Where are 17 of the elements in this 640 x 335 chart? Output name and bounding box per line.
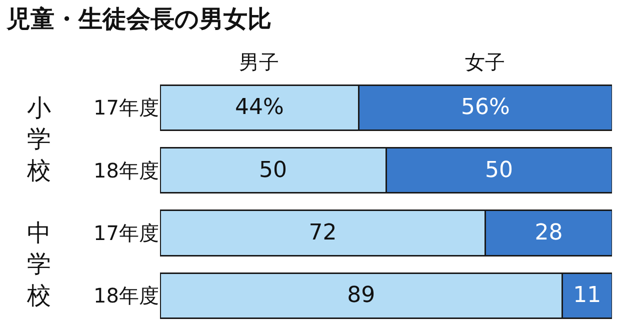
data-label: 50 xyxy=(485,158,513,183)
text: 中学校 xyxy=(26,219,51,310)
data-label: 44% xyxy=(234,95,284,120)
series-label: 女子 xyxy=(465,50,505,74)
y-tick-label: 17年度 xyxy=(94,96,159,120)
data-label: 50 xyxy=(259,158,287,183)
text: 小学校 xyxy=(26,94,51,184)
series-label: 男子 xyxy=(239,50,279,74)
y-tick-label: 18年度 xyxy=(94,284,159,308)
data-label: 11 xyxy=(573,283,602,308)
chart-title: 児童・生徒会長の男女比 xyxy=(5,4,272,33)
y-tick-label: 18年度 xyxy=(94,158,159,182)
data-label: 28 xyxy=(534,220,563,246)
data-label: 72 xyxy=(308,220,337,246)
y-tick-label: 17年度 xyxy=(94,220,159,245)
data-label: 56% xyxy=(460,95,510,120)
data-label: 89 xyxy=(347,283,376,308)
